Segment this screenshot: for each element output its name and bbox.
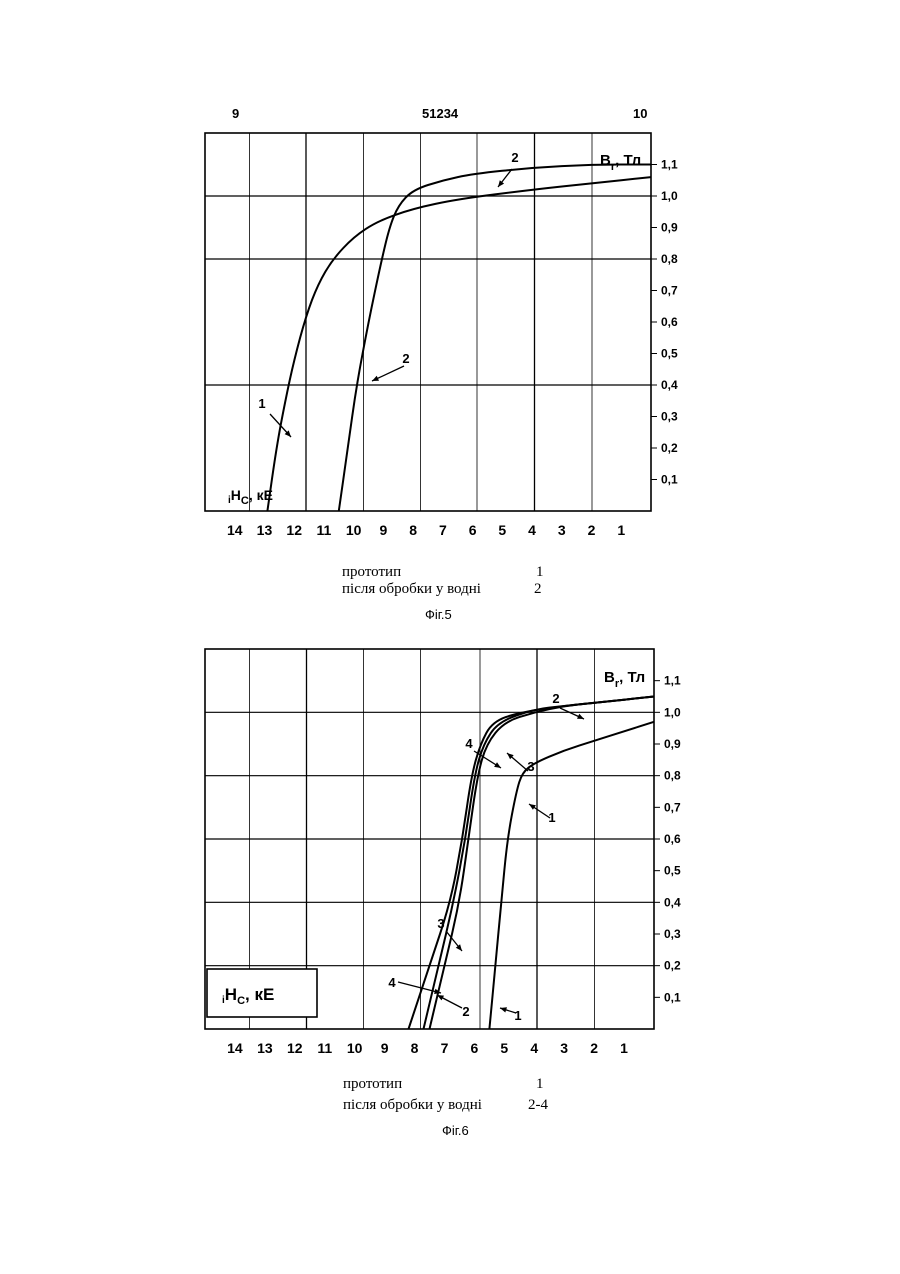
curve-label: 3 [437, 916, 444, 931]
x-tick-label: 12 [287, 1040, 303, 1056]
legend-label: після обробки у водні [343, 1097, 482, 1113]
series-line-1 [489, 722, 654, 1029]
y-tick-label: 0,1 [664, 990, 681, 1004]
y-tick-label: 0,6 [664, 832, 681, 846]
x-tick-label: 10 [347, 1040, 363, 1056]
y-tick-label: 0,3 [664, 927, 681, 941]
curve-label: 4 [388, 975, 396, 990]
legend-row-2: після обробки у водні [343, 1097, 482, 1114]
annotation-arrowhead [500, 1007, 507, 1012]
curve-label: 2 [552, 691, 559, 706]
curve-label: 3 [527, 759, 534, 774]
y-tick-label: 0,2 [664, 959, 681, 973]
legend-value-1: 1 [536, 1076, 544, 1093]
annotation-arrowhead [529, 804, 536, 810]
chart-fig6: 0,10,20,30,40,50,60,70,80,91,01,11413121… [0, 0, 900, 1274]
x-tick-label: 8 [411, 1040, 419, 1056]
y-tick-label: 0,9 [664, 737, 681, 751]
legend-row-1: прототип [343, 1076, 402, 1093]
x-tick-label: 14 [227, 1040, 243, 1056]
x-tick-label: 3 [560, 1040, 568, 1056]
x-tick-label: 13 [257, 1040, 273, 1056]
x-tick-label: 5 [500, 1040, 508, 1056]
legend-value-2: 2-4 [528, 1097, 548, 1114]
curve-label: 4 [465, 736, 473, 751]
y-axis-label: Br, Тл [604, 669, 645, 690]
series-line-2 [430, 697, 655, 1030]
curve-label: 1 [514, 1008, 521, 1023]
x-tick-label: 4 [530, 1040, 538, 1056]
x-tick-label: 6 [471, 1040, 479, 1056]
x-tick-label: 11 [317, 1040, 332, 1056]
figure-caption: Фіг.6 [442, 1123, 469, 1138]
y-tick-label: 1,0 [664, 705, 681, 719]
curve-label: 2 [462, 1004, 469, 1019]
x-tick-label: 1 [620, 1040, 628, 1056]
series-line-4 [409, 697, 655, 1030]
legend-label: прототип [343, 1076, 402, 1092]
x-tick-label: 2 [590, 1040, 598, 1056]
annotation-arrowhead [494, 762, 501, 768]
y-tick-label: 0,4 [664, 895, 681, 909]
y-tick-label: 0,7 [664, 800, 681, 814]
x-tick-label: 9 [381, 1040, 389, 1056]
y-tick-label: 0,8 [664, 769, 681, 783]
x-axis-label: iHC, кЕ [222, 985, 274, 1007]
y-tick-label: 0,5 [664, 864, 681, 878]
curve-label: 1 [548, 810, 555, 825]
x-tick-label: 7 [441, 1040, 449, 1056]
y-tick-label: 1,1 [664, 674, 681, 688]
